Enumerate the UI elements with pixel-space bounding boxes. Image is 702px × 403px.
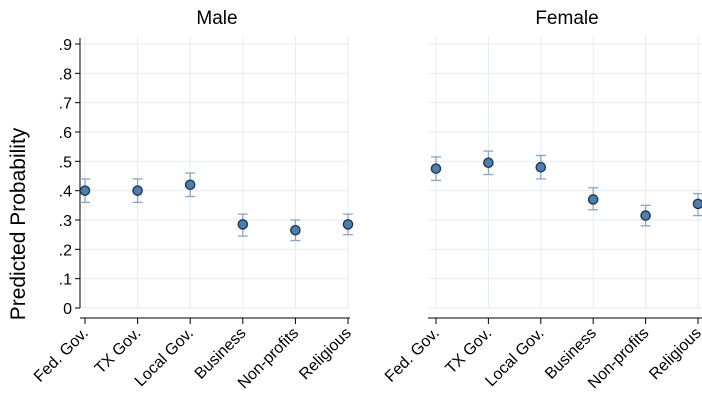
x-tick-label: Religious — [296, 325, 355, 384]
panel-title: Male — [196, 8, 237, 29]
y-tick-label: .9 — [59, 37, 72, 54]
data-point — [342, 219, 354, 230]
y-tick-label: .8 — [59, 66, 72, 83]
data-point — [535, 161, 547, 173]
y-tick-label: .1 — [59, 272, 72, 289]
x-tick-label: Fed. Gov. — [382, 325, 443, 386]
data-point — [483, 157, 494, 169]
y-tick-label: .6 — [59, 125, 72, 142]
data-point — [290, 224, 301, 236]
y-tick-label: .7 — [59, 96, 72, 113]
x-tick-label: Religious — [646, 325, 702, 384]
y-tick-label: 0 — [63, 301, 72, 318]
y-tick-label: .3 — [59, 213, 72, 230]
panel-title: Female — [535, 8, 598, 29]
data-point — [79, 185, 91, 196]
data-point — [184, 179, 196, 191]
data-point — [692, 198, 702, 210]
y-tick-label: .5 — [59, 154, 72, 171]
y-tick-label: .2 — [59, 242, 72, 259]
data-point — [430, 163, 442, 174]
data-point — [587, 194, 599, 205]
x-tick-label: TX Gov. — [443, 325, 496, 378]
data-point — [237, 219, 249, 230]
x-tick-label: Fed. Gov. — [31, 325, 92, 386]
x-tick-label: TX Gov. — [92, 325, 145, 378]
y-axis-label: Predicted Probability — [7, 127, 30, 320]
y-tick-label: .4 — [59, 184, 72, 201]
data-point — [640, 210, 651, 221]
data-point — [132, 185, 143, 196]
